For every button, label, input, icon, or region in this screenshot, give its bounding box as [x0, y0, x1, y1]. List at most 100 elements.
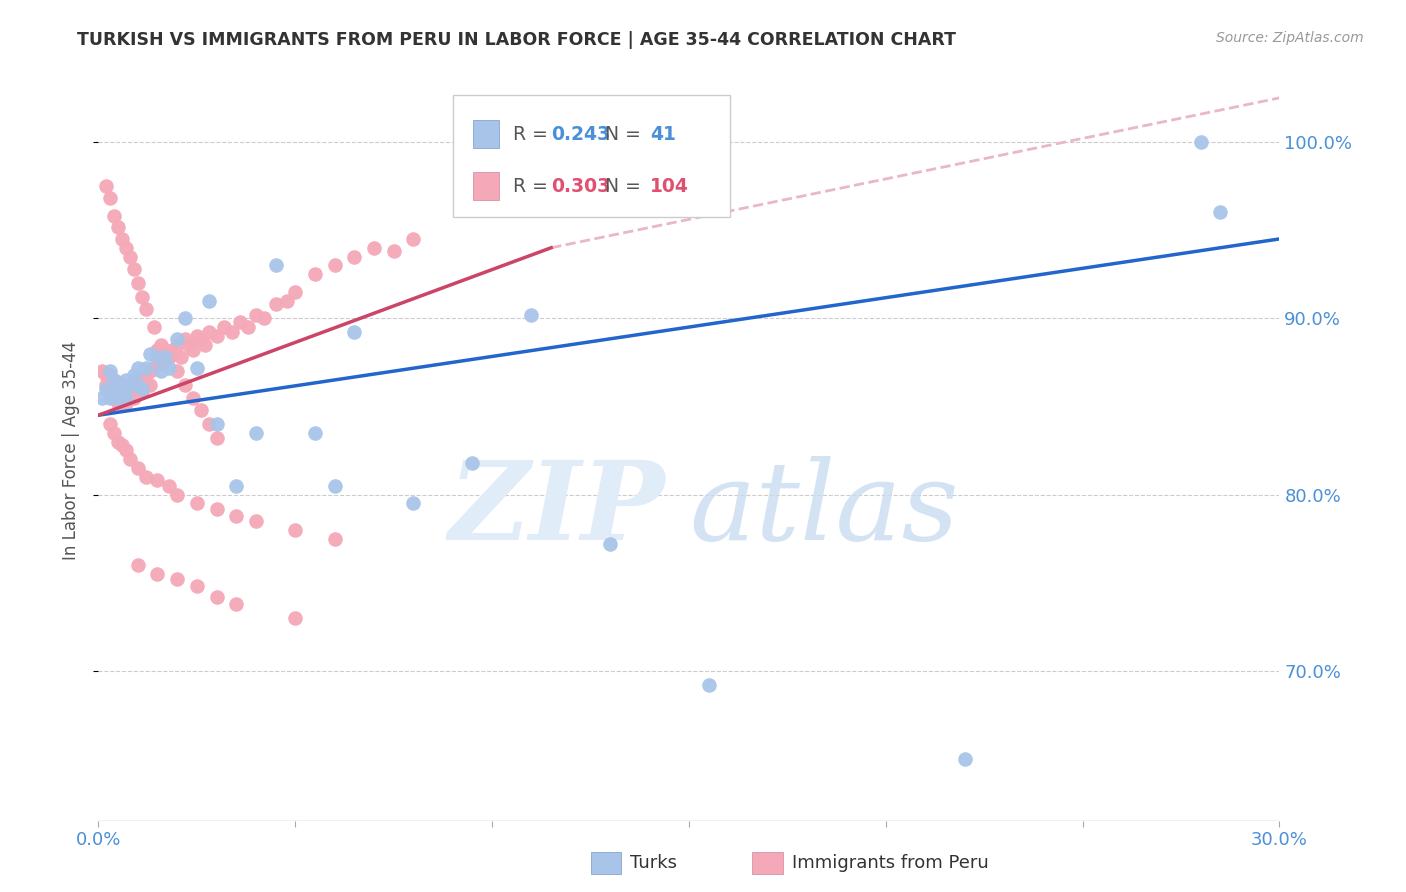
Point: [1189, 135, 1212, 149]
Text: R =: R =: [513, 177, 554, 195]
Point: [107, 375, 129, 389]
Point: [146, 474, 169, 488]
Point: [127, 461, 149, 475]
Point: [284, 611, 307, 625]
Point: [127, 373, 149, 387]
Point: [363, 241, 385, 255]
Point: [150, 337, 173, 351]
Point: [284, 523, 307, 537]
Point: [205, 590, 228, 604]
Point: [118, 452, 141, 467]
Point: [127, 360, 149, 375]
Point: [98, 368, 121, 382]
Point: [98, 417, 121, 431]
Point: [157, 350, 180, 364]
Point: [107, 385, 129, 400]
Point: [197, 417, 219, 431]
Point: [135, 378, 157, 392]
Text: R =: R =: [513, 125, 554, 144]
Point: [221, 326, 243, 340]
Text: N =: N =: [605, 125, 641, 144]
Point: [146, 350, 169, 364]
Point: [150, 355, 173, 369]
Point: [138, 346, 160, 360]
Point: [205, 417, 228, 431]
Point: [122, 391, 145, 405]
Point: [115, 391, 138, 405]
Point: [186, 329, 208, 343]
Point: [186, 579, 208, 593]
Point: [323, 258, 346, 272]
Point: [122, 378, 145, 392]
Point: [190, 332, 212, 346]
Point: [174, 311, 197, 326]
Point: [91, 391, 114, 405]
Point: [118, 391, 141, 405]
Point: [194, 337, 217, 351]
Point: [135, 368, 157, 382]
Point: [186, 496, 208, 510]
Point: [135, 360, 157, 375]
Point: [225, 508, 247, 523]
Point: [111, 391, 134, 405]
Point: [166, 487, 188, 501]
Point: [131, 385, 153, 400]
Point: [181, 343, 204, 357]
Point: [96, 382, 118, 396]
Point: [111, 232, 134, 246]
Point: [205, 431, 228, 445]
Point: [245, 425, 267, 440]
Point: [157, 360, 180, 375]
Point: [229, 315, 252, 329]
Point: [150, 364, 173, 378]
Text: 0.243: 0.243: [551, 125, 610, 144]
Point: [197, 326, 219, 340]
Point: [170, 350, 193, 364]
Point: [107, 391, 129, 405]
Point: [98, 385, 121, 400]
FancyBboxPatch shape: [453, 95, 730, 218]
Point: [103, 373, 125, 387]
Point: [135, 302, 157, 317]
Point: [111, 438, 134, 452]
Point: [214, 320, 236, 334]
Point: [131, 290, 153, 304]
Point: [118, 378, 141, 392]
Point: [186, 360, 208, 375]
Point: [127, 378, 149, 392]
Y-axis label: In Labor Force | Age 35-44: In Labor Force | Age 35-44: [62, 341, 80, 560]
Point: [98, 191, 121, 205]
Point: [131, 382, 153, 396]
Point: [111, 378, 134, 392]
Point: [155, 353, 177, 368]
Point: [264, 258, 287, 272]
Point: [155, 350, 177, 364]
Point: [138, 378, 160, 392]
Point: [304, 425, 326, 440]
Point: [166, 364, 188, 378]
Point: [122, 368, 145, 382]
Point: [138, 364, 160, 378]
Text: Turks: Turks: [630, 855, 676, 872]
Text: ZIP: ZIP: [449, 456, 665, 564]
FancyBboxPatch shape: [472, 172, 499, 200]
Point: [127, 276, 149, 290]
Text: N =: N =: [605, 177, 641, 195]
Point: [98, 364, 121, 378]
Point: [225, 597, 247, 611]
Text: 0.303: 0.303: [551, 177, 610, 195]
Point: [115, 396, 138, 410]
Point: [91, 364, 114, 378]
Point: [96, 378, 118, 392]
Point: [115, 241, 138, 255]
Point: [127, 382, 149, 396]
Point: [127, 558, 149, 572]
Point: [323, 479, 346, 493]
Point: [98, 378, 121, 392]
Text: atlas: atlas: [689, 456, 959, 564]
Point: [107, 434, 129, 449]
Point: [697, 678, 720, 692]
Point: [264, 297, 287, 311]
Point: [146, 343, 169, 357]
Point: [111, 378, 134, 392]
